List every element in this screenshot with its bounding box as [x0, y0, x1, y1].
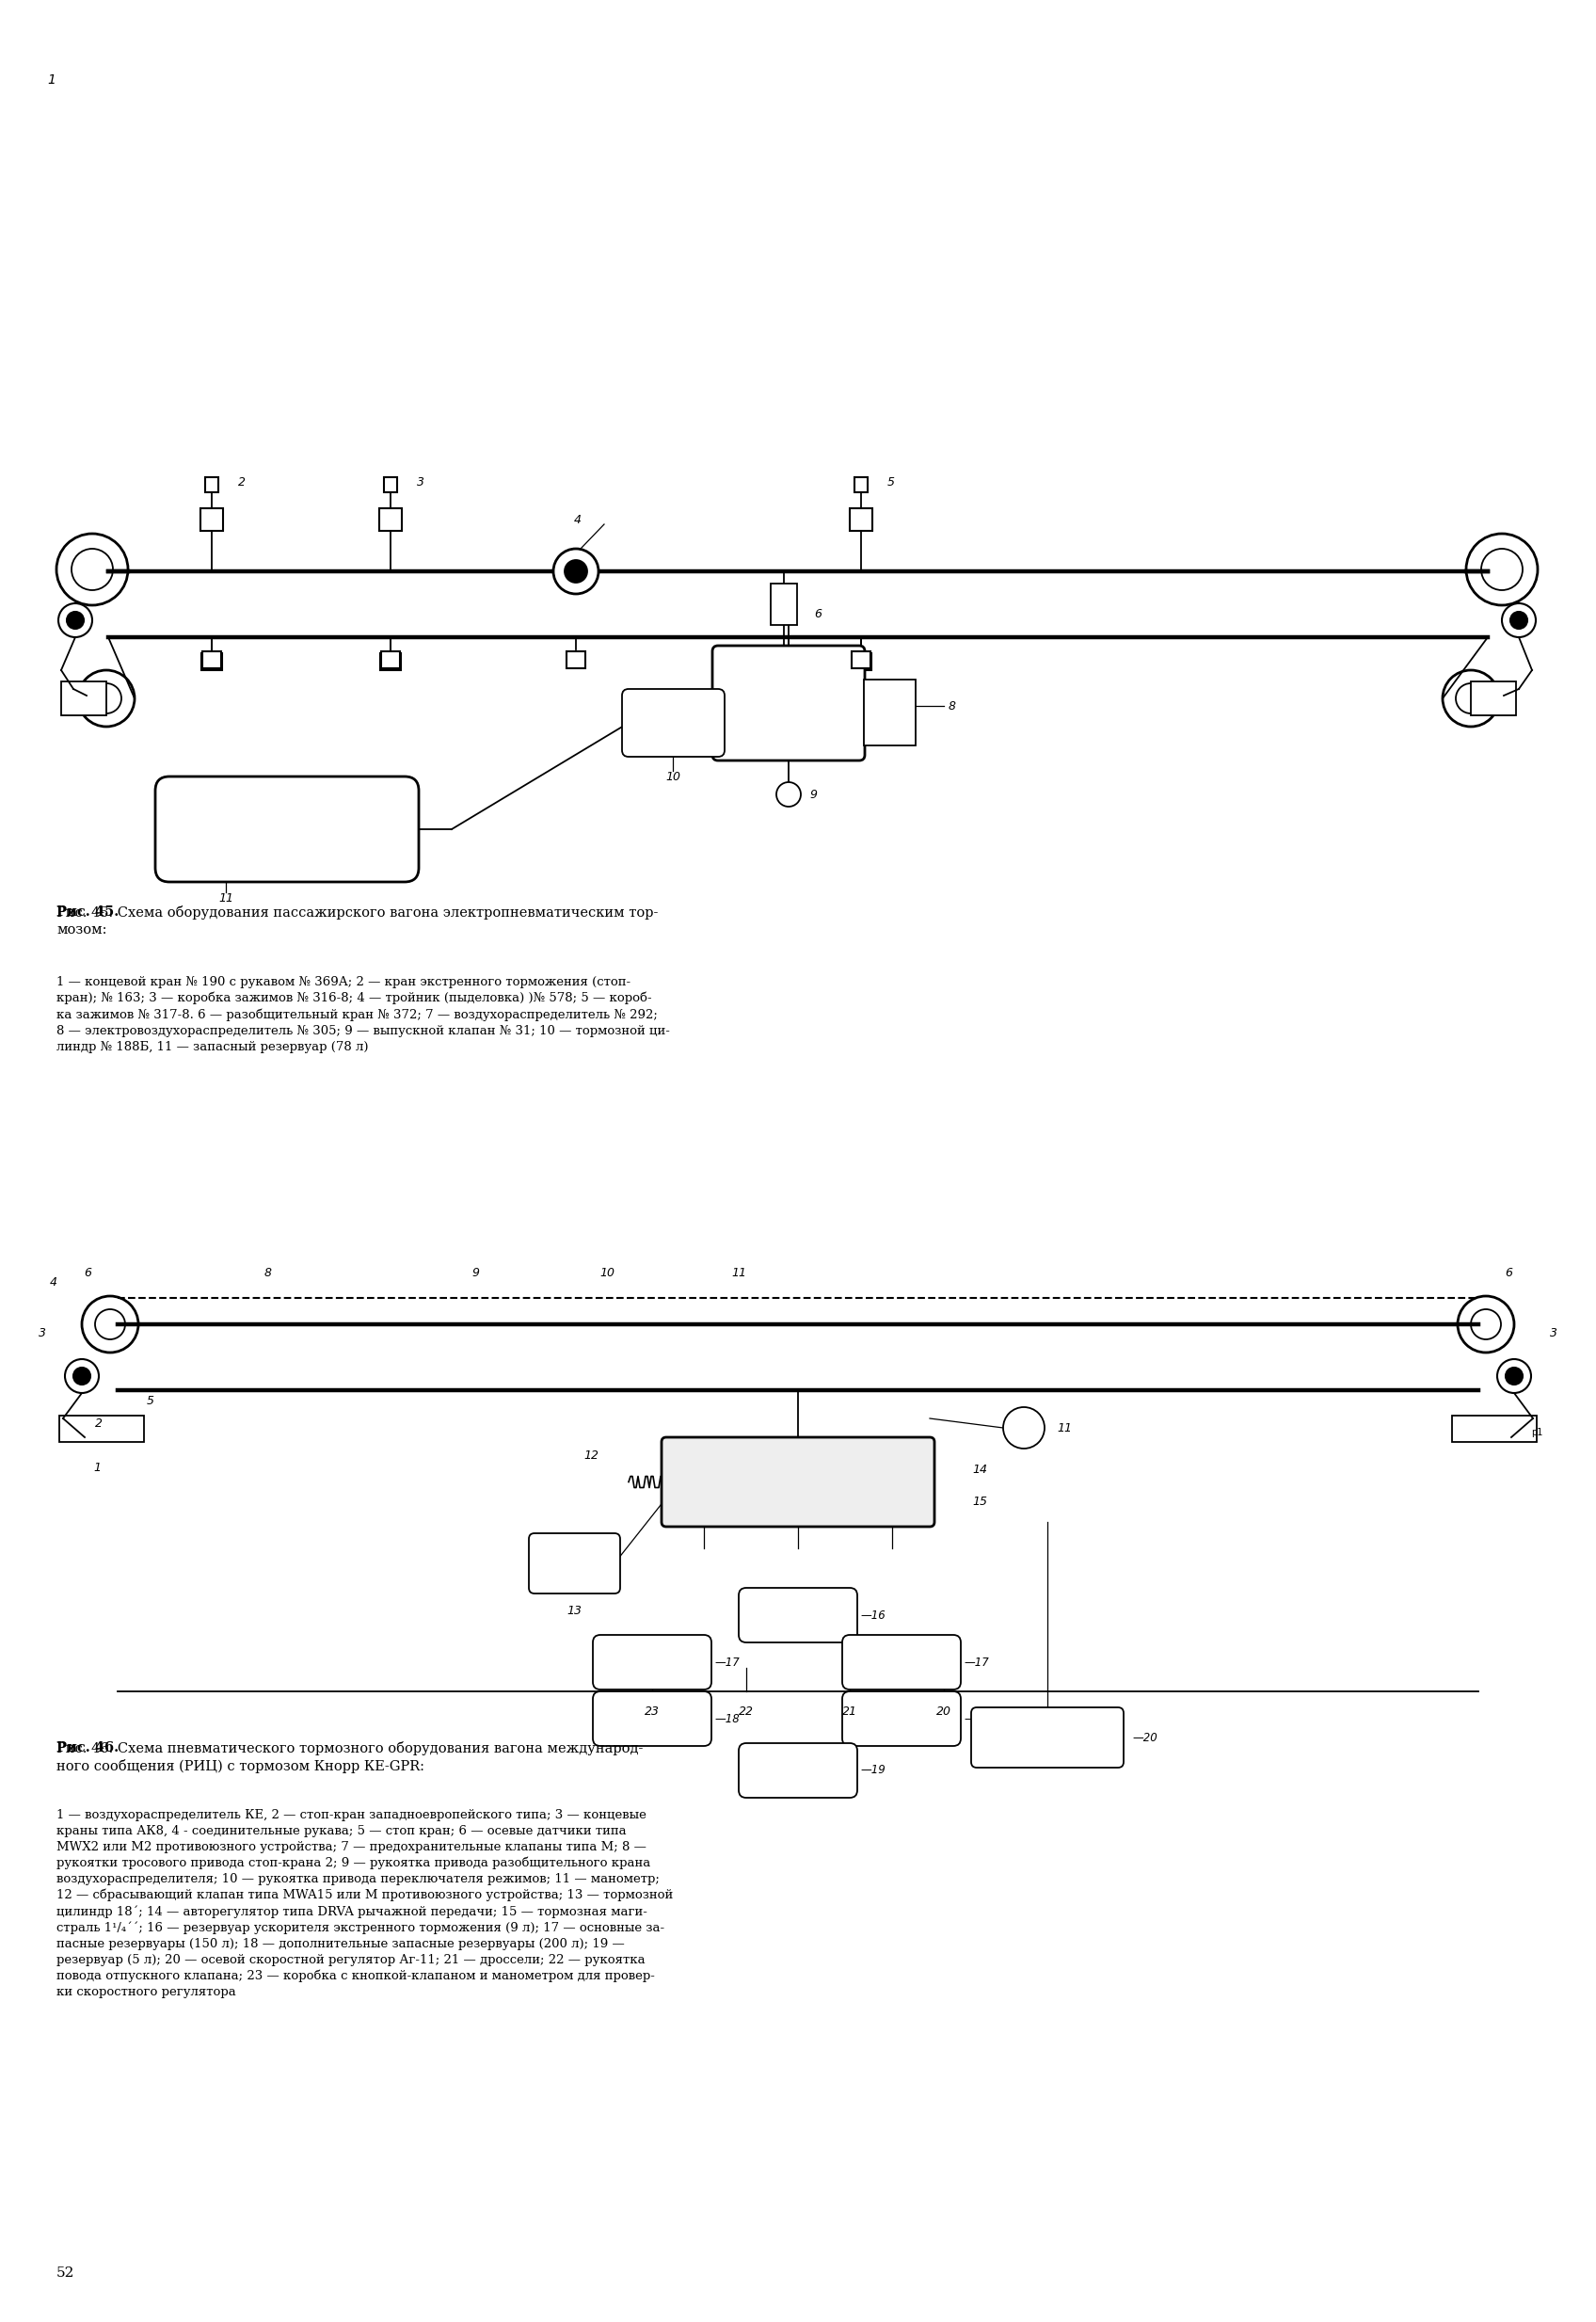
Bar [206, 478, 219, 492]
Text: 4: 4 [49, 1275, 57, 1289]
Text: —16: —16 [862, 1609, 886, 1621]
FancyBboxPatch shape [528, 1533, 621, 1593]
FancyBboxPatch shape [843, 1635, 961, 1690]
Bar [567, 652, 586, 669]
Text: Рис. 46. Схема пневматического тормозного оборудования вагона международ-
ного с: Рис. 46. Схема пневматического тормозног… [56, 1742, 643, 1774]
Text: 20: 20 [937, 1707, 951, 1718]
Text: 3: 3 [417, 476, 425, 488]
Bar [59, 1416, 144, 1442]
Text: 10: 10 [600, 1265, 614, 1279]
Text: 5: 5 [887, 476, 895, 488]
FancyBboxPatch shape [592, 1690, 712, 1746]
Bar [1472, 680, 1516, 715]
Text: 6: 6 [1505, 1265, 1513, 1279]
Text: 6: 6 [83, 1265, 91, 1279]
Text: 9: 9 [809, 787, 817, 801]
Circle shape [73, 1368, 91, 1384]
Bar [201, 509, 223, 532]
Text: 52: 52 [56, 2266, 75, 2280]
Text: —20: —20 [1132, 1732, 1157, 1744]
FancyBboxPatch shape [712, 646, 865, 762]
Circle shape [1502, 604, 1535, 636]
Text: Рис. 45. Схема оборудования пассажирского вагона электропневматическим тор-
мозо: Рис. 45. Схема оборудования пассажирског… [56, 906, 658, 936]
Text: —18: —18 [964, 1714, 990, 1725]
Circle shape [1505, 1368, 1523, 1384]
Circle shape [1004, 1407, 1044, 1449]
Bar [771, 583, 796, 625]
Bar [380, 509, 402, 532]
Bar [61, 680, 107, 715]
FancyBboxPatch shape [843, 1690, 961, 1746]
Bar [203, 652, 222, 669]
Text: 10: 10 [666, 771, 681, 783]
Bar [851, 652, 871, 671]
FancyBboxPatch shape [155, 776, 418, 882]
Text: 14: 14 [972, 1463, 988, 1477]
FancyBboxPatch shape [622, 690, 725, 757]
Text: 4: 4 [575, 513, 581, 525]
FancyBboxPatch shape [970, 1707, 1124, 1767]
FancyBboxPatch shape [739, 1588, 857, 1642]
Circle shape [67, 611, 83, 629]
Text: 23: 23 [645, 1707, 659, 1718]
Text: 6: 6 [814, 608, 822, 620]
Text: —17: —17 [715, 1656, 741, 1667]
Text: 1 — концевой кран № 190 с рукавом № 369А; 2 — кран экстренного торможения (стоп-: 1 — концевой кран № 190 с рукавом № 369А… [56, 975, 670, 1052]
FancyBboxPatch shape [592, 1635, 712, 1690]
Text: 15: 15 [972, 1495, 988, 1507]
Text: 8: 8 [948, 699, 956, 713]
Bar [381, 652, 401, 669]
Text: Рис. 46.: Рис. 46. [56, 1742, 118, 1755]
Bar [852, 652, 870, 669]
Text: p1: p1 [1531, 1428, 1543, 1437]
Circle shape [1510, 611, 1527, 629]
Text: 3: 3 [38, 1328, 46, 1340]
Text: 2: 2 [96, 1416, 102, 1430]
Text: 2: 2 [238, 476, 246, 488]
Text: 8: 8 [265, 1265, 271, 1279]
Bar [863, 680, 916, 745]
Bar [385, 478, 397, 492]
Circle shape [776, 783, 801, 806]
Bar [1452, 1416, 1537, 1442]
Text: 11: 11 [219, 892, 233, 903]
Text: —19: —19 [862, 1765, 886, 1776]
Text: 5: 5 [147, 1396, 155, 1407]
Circle shape [565, 560, 587, 583]
Text: —18: —18 [715, 1714, 741, 1725]
Bar [854, 478, 868, 492]
Text: 11: 11 [731, 1265, 747, 1279]
Text: 12: 12 [584, 1449, 598, 1461]
FancyBboxPatch shape [662, 1437, 934, 1526]
Circle shape [59, 604, 93, 636]
Text: 1: 1 [48, 74, 56, 86]
Circle shape [65, 1358, 99, 1393]
Circle shape [554, 548, 598, 594]
Text: 21: 21 [843, 1707, 857, 1718]
Text: 9: 9 [471, 1265, 479, 1279]
FancyBboxPatch shape [739, 1744, 857, 1797]
Text: 3: 3 [1550, 1328, 1558, 1340]
Bar [380, 652, 401, 671]
Text: 1 — воздухораспределитель КЕ, 2 — стоп-кран западноевропейского типа; 3 — концев: 1 — воздухораспределитель КЕ, 2 — стоп-к… [56, 1809, 674, 1999]
Text: 11: 11 [1057, 1421, 1073, 1435]
Text: Рис. 45.: Рис. 45. [56, 906, 118, 920]
Text: 13: 13 [567, 1605, 583, 1616]
Text: 7: 7 [873, 692, 881, 704]
Text: 1: 1 [93, 1461, 101, 1474]
Bar [849, 509, 873, 532]
Bar [201, 652, 222, 671]
Text: 22: 22 [739, 1707, 753, 1718]
Circle shape [1497, 1358, 1531, 1393]
Text: —17: —17 [964, 1656, 990, 1667]
